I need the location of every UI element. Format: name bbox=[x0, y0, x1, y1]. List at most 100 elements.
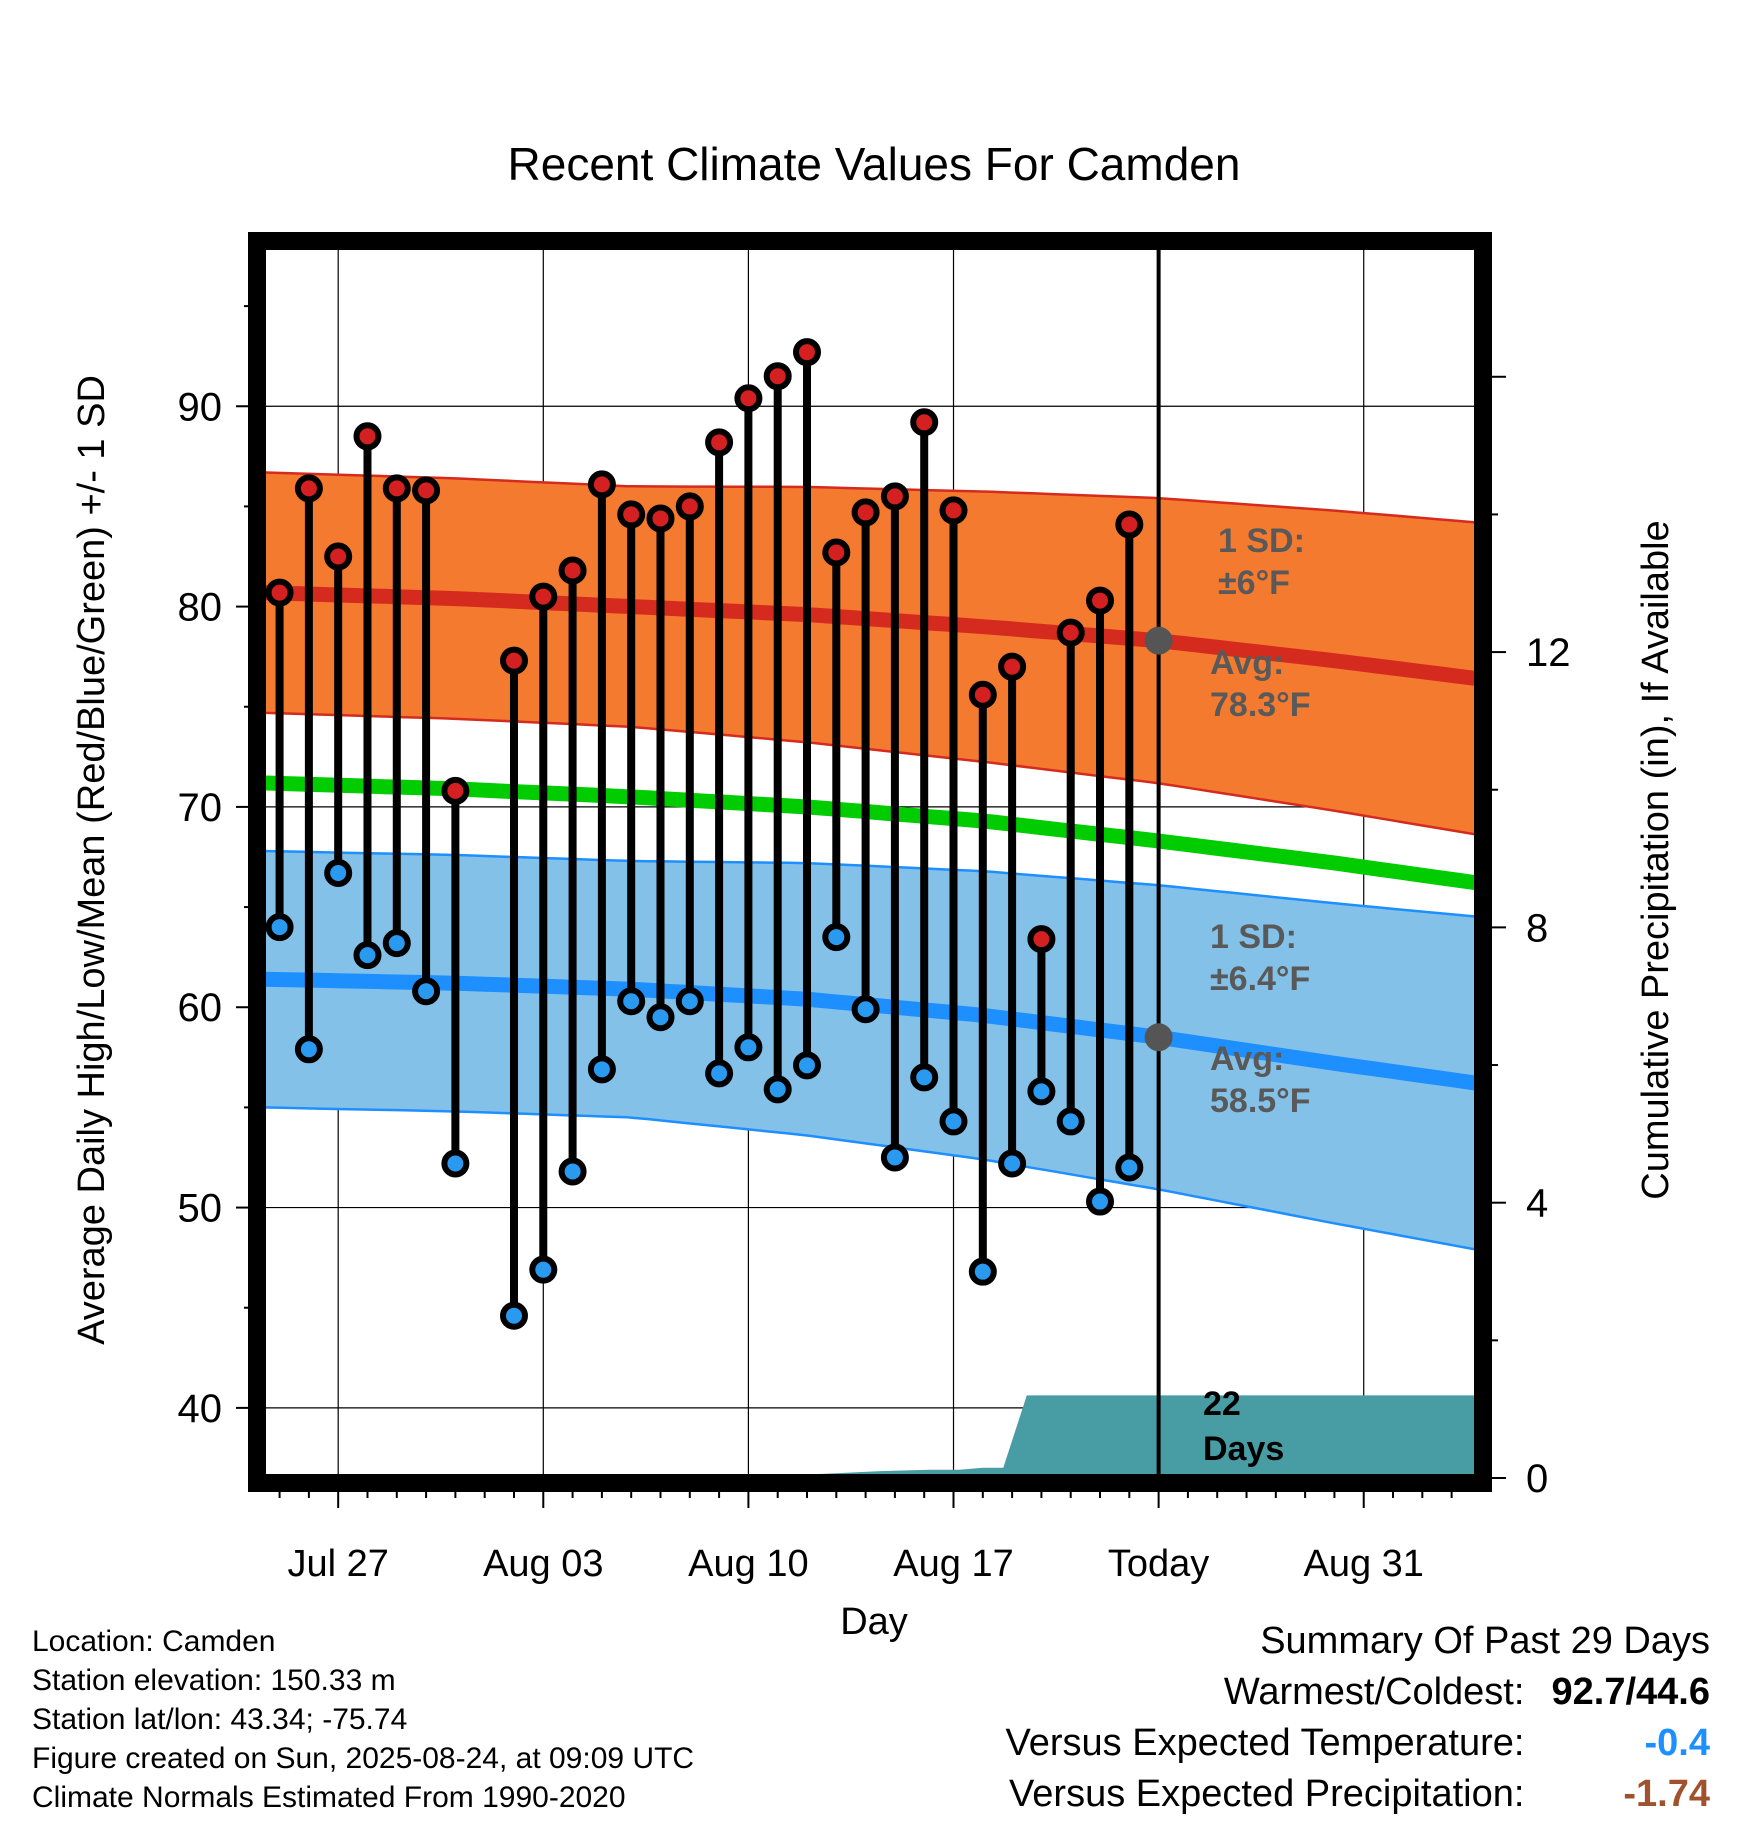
annotations: 1 SD: ±6°F Avg: 78.3°F 1 SD: ±6.4°F Avg:… bbox=[1203, 522, 1311, 1468]
daily-high-point bbox=[353, 422, 382, 451]
daily-low-point bbox=[441, 1149, 470, 1178]
y-tick-label: 90 bbox=[178, 385, 223, 429]
daily-high-point bbox=[587, 470, 616, 499]
x-tick-label: Jul 27 bbox=[287, 1543, 388, 1585]
plot-area: 40 50 60 70 80 90 0 4 8 12 Jul 27 Aug 03 Aug 10 Aug 1… bbox=[178, 232, 1571, 1585]
chart-title: Recent Climate Values For Camden bbox=[508, 138, 1241, 190]
daily-low-point bbox=[558, 1157, 587, 1186]
y2-tick-label: 0 bbox=[1526, 1457, 1548, 1501]
daily-low-point bbox=[1027, 1077, 1056, 1106]
daily-high-point bbox=[734, 384, 763, 413]
daily-high-point bbox=[646, 504, 675, 533]
daily-low-point bbox=[939, 1107, 968, 1136]
daily-low-point bbox=[910, 1063, 939, 1092]
daily-high-point bbox=[1086, 586, 1115, 615]
daily-high-point bbox=[1115, 510, 1144, 539]
high-band-upper-edge bbox=[261, 471, 1479, 524]
daily-low-point bbox=[880, 1143, 909, 1172]
low-band-upper-edge bbox=[261, 849, 1479, 919]
daily-high-point bbox=[851, 498, 880, 527]
low-avg-label: Avg: bbox=[1210, 1040, 1284, 1078]
daily-low-point bbox=[324, 859, 353, 888]
precip-value: -1.74 bbox=[1623, 1773, 1710, 1815]
low-sd-value: ±6.4°F bbox=[1210, 960, 1310, 998]
daily-low-point bbox=[412, 977, 441, 1006]
temp-label: Versus Expected Temperature: bbox=[1005, 1722, 1525, 1764]
daily-high-point bbox=[705, 428, 734, 457]
high-band-lower-edge bbox=[261, 711, 1479, 837]
x-tick-label: Aug 10 bbox=[688, 1543, 808, 1585]
high-sd-label: 1 SD: bbox=[1218, 522, 1305, 560]
y-tick-label: 50 bbox=[178, 1187, 223, 1231]
daily-high-point bbox=[998, 652, 1027, 681]
low-avg-value: 58.5°F bbox=[1210, 1082, 1311, 1120]
daily-low-point bbox=[734, 1033, 763, 1062]
summary-warm-cold: Warmest/Coldest: 92.7/44.6 bbox=[1006, 1667, 1710, 1718]
daily-low-point bbox=[822, 923, 851, 952]
precip-label: Versus Expected Precipitation: bbox=[1009, 1773, 1525, 1815]
summary-title: Summary Of Past 29 Days bbox=[1260, 1620, 1710, 1662]
daily-low-point bbox=[617, 987, 646, 1016]
precipitation-area bbox=[262, 1395, 1478, 1478]
high-avg-line bbox=[261, 585, 1479, 687]
info-latlon: Station lat/lon: 43.34; -75.74 bbox=[32, 1703, 408, 1736]
daily-low-point bbox=[1086, 1187, 1115, 1216]
days-word: Days bbox=[1203, 1430, 1284, 1468]
daily-low-point bbox=[968, 1257, 997, 1286]
daily-low-point bbox=[382, 929, 411, 958]
y2-tick-label: 8 bbox=[1526, 906, 1548, 950]
daily-low-point bbox=[705, 1059, 734, 1088]
daily-high-point bbox=[968, 680, 997, 709]
daily-low-point bbox=[587, 1055, 616, 1084]
info-elevation: Station elevation: 150.33 m bbox=[32, 1664, 396, 1697]
low-band-lower-edge bbox=[261, 1106, 1479, 1252]
summary-panel: Summary Of Past 29 Days Warmest/Coldest:… bbox=[1006, 1616, 1710, 1820]
today-low-avg-marker bbox=[1144, 1023, 1173, 1052]
high-avg-value: 78.3°F bbox=[1210, 686, 1311, 724]
y-tick-label: 80 bbox=[178, 586, 223, 630]
y-axis-label: Average Daily High/Low/Mean (Red/Blue/Gr… bbox=[71, 375, 113, 1345]
daily-low-point bbox=[1056, 1107, 1085, 1136]
x-tick-label: Aug 31 bbox=[1303, 1543, 1423, 1585]
high-avg-label: Avg: bbox=[1210, 644, 1284, 682]
daily-high-point bbox=[441, 776, 470, 805]
high-sd-value: ±6°F bbox=[1218, 564, 1290, 602]
station-info: Location: Camden Station elevation: 150.… bbox=[32, 1622, 694, 1817]
daily-high-point bbox=[880, 482, 909, 511]
daily-low-point bbox=[353, 941, 382, 970]
y2-tick-label: 12 bbox=[1526, 631, 1571, 675]
low-sd-band bbox=[262, 851, 1478, 1250]
x-tick-label: Aug 17 bbox=[893, 1543, 1013, 1585]
y-tick-label: 70 bbox=[178, 786, 223, 830]
info-location: Location: Camden bbox=[32, 1625, 276, 1658]
daily-high-point bbox=[324, 542, 353, 571]
daily-high-point bbox=[294, 474, 323, 503]
x-tick-label: Aug 03 bbox=[483, 1543, 603, 1585]
today-high-avg-marker bbox=[1144, 626, 1173, 655]
daily-high-point bbox=[763, 362, 792, 391]
y2-axis-label: Cumulative Precipitation (in), If Availa… bbox=[1635, 520, 1677, 1199]
daily-high-point bbox=[1056, 618, 1085, 647]
daily-low-point bbox=[646, 1003, 675, 1032]
warm-cold-value: 92.7/44.6 bbox=[1551, 1671, 1710, 1713]
daily-high-point bbox=[558, 556, 587, 585]
daily-high-point bbox=[822, 538, 851, 567]
daily-high-point bbox=[265, 578, 294, 607]
x-tick-label: Today bbox=[1108, 1543, 1209, 1585]
daily-high-point bbox=[910, 408, 939, 437]
daily-low-point bbox=[1115, 1153, 1144, 1182]
y2-tick-label: 4 bbox=[1526, 1182, 1548, 1226]
daily-low-point bbox=[763, 1075, 792, 1104]
summary-temp: Versus Expected Temperature: -0.4 bbox=[1006, 1718, 1710, 1769]
daily-low-point bbox=[998, 1149, 1027, 1178]
daily-high-point bbox=[675, 492, 704, 521]
daily-high-point bbox=[499, 646, 528, 675]
daily-low-point bbox=[294, 1035, 323, 1064]
daily-low-point bbox=[851, 995, 880, 1024]
y-tick-label: 40 bbox=[178, 1387, 223, 1431]
daily-high-point bbox=[617, 500, 646, 529]
daily-high-point bbox=[1027, 925, 1056, 954]
summary-precip: Versus Expected Precipitation: -1.74 bbox=[1006, 1769, 1710, 1820]
daily-low-point bbox=[675, 987, 704, 1016]
